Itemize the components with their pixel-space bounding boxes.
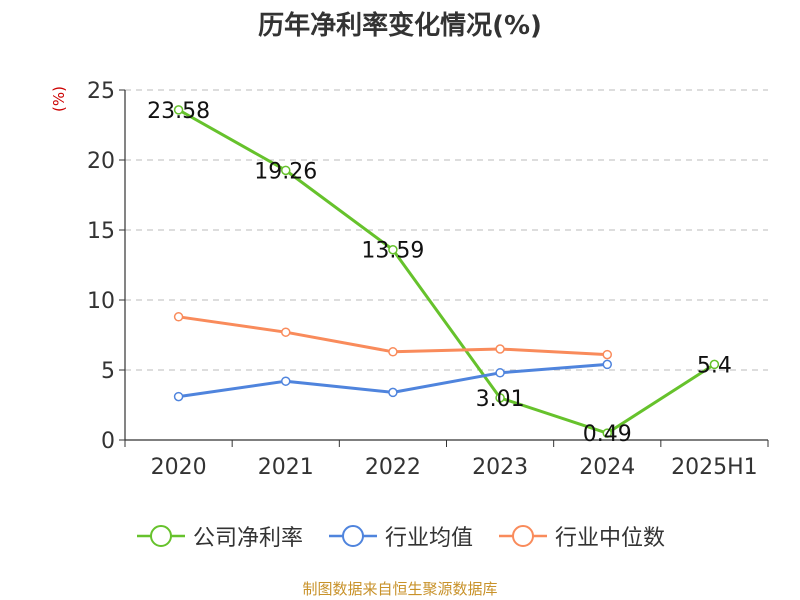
series-line-0 bbox=[177, 108, 716, 435]
data-label: 19.26 bbox=[254, 159, 317, 184]
y-tick-label: 5 bbox=[101, 359, 115, 384]
series-lines bbox=[177, 108, 716, 435]
data-point bbox=[173, 391, 184, 402]
x-tick-label: 2022 bbox=[365, 455, 421, 480]
series-points bbox=[173, 105, 720, 438]
y-tick-labels: 0 5 10 15 20 25 bbox=[87, 79, 115, 454]
line-chart: 0 5 10 15 20 25 2020 2021 2022 2023 2024 2025H1 23… bbox=[87, 79, 769, 480]
x-tick-label: 2021 bbox=[258, 455, 314, 480]
x-tick-labels: 2020 2021 2022 2023 2024 2025H1 bbox=[151, 455, 758, 480]
legend-swatch bbox=[328, 525, 377, 547]
x-tick-label: 2025H1 bbox=[671, 455, 758, 480]
data-label: 13.59 bbox=[361, 239, 424, 264]
chart-title: 历年净利率变化情况(%) bbox=[258, 11, 542, 41]
y-tick-label: 0 bbox=[101, 429, 115, 454]
data-label: 23.58 bbox=[147, 99, 210, 124]
y-tick-label: 20 bbox=[87, 149, 115, 174]
y-tick-label: 10 bbox=[87, 289, 115, 314]
source-note: 制图数据来自恒生聚源数据库 bbox=[302, 580, 498, 598]
data-point bbox=[709, 359, 720, 370]
data-point bbox=[495, 368, 505, 378]
data-point bbox=[281, 165, 291, 176]
legend-item[interactable]: 行业中位数 bbox=[497, 520, 665, 552]
data-point bbox=[281, 327, 291, 337]
x-tick-label: 2024 bbox=[579, 455, 635, 480]
legend: 公司净利率 行业均值 行业中位数 bbox=[0, 520, 800, 552]
data-label: 5.4 bbox=[697, 353, 732, 378]
legend-item[interactable]: 公司净利率 bbox=[135, 520, 303, 552]
y-tick-label: 25 bbox=[87, 79, 115, 104]
x-tick-label: 2023 bbox=[472, 455, 528, 480]
legend-item[interactable]: 行业均值 bbox=[327, 520, 473, 552]
data-label: 3.01 bbox=[476, 387, 525, 412]
grid-lines bbox=[125, 89, 768, 371]
axes bbox=[119, 89, 769, 447]
legend-label: 公司净利率 bbox=[192, 526, 303, 551]
data-labels: 23.58 19.26 13.59 3.01 0.49 5.4 bbox=[147, 99, 732, 447]
x-tick-label: 2020 bbox=[151, 455, 207, 480]
data-point bbox=[495, 344, 505, 354]
data-point bbox=[388, 244, 398, 255]
data-point bbox=[388, 347, 398, 357]
legend-swatch bbox=[136, 525, 185, 547]
data-point bbox=[602, 349, 612, 360]
data-label: 0.49 bbox=[583, 422, 632, 447]
data-point bbox=[281, 376, 291, 386]
data-point bbox=[602, 428, 612, 438]
data-point bbox=[602, 359, 612, 370]
legend-swatch bbox=[499, 525, 547, 547]
y-tick-label: 15 bbox=[87, 219, 115, 244]
data-point bbox=[173, 105, 184, 115]
legend-label: 行业中位数 bbox=[555, 526, 666, 551]
data-point bbox=[388, 387, 398, 398]
data-point bbox=[173, 312, 184, 322]
legend-label: 行业均值 bbox=[384, 526, 473, 551]
data-point bbox=[495, 393, 505, 403]
